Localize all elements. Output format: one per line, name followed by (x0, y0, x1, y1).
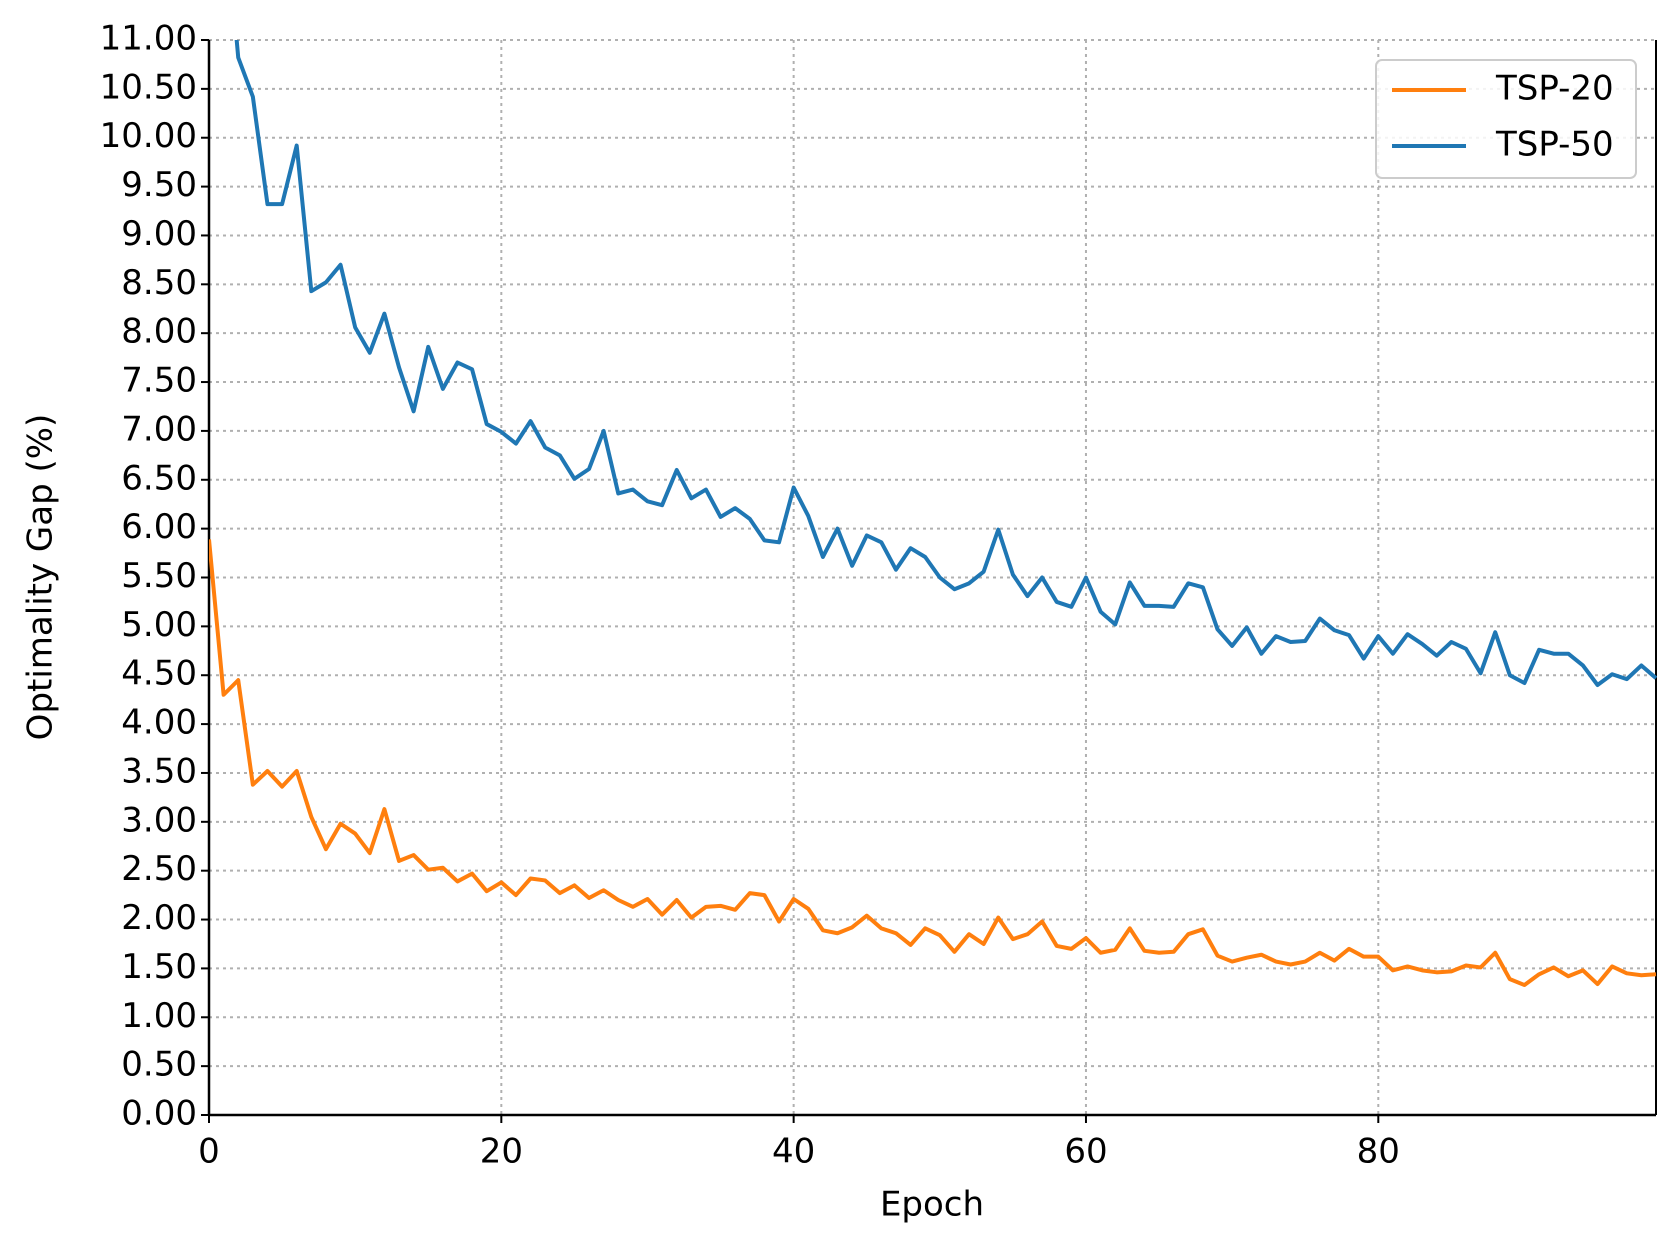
x-tick-label: 40 (772, 1132, 815, 1172)
y-tick-label: 8.50 (121, 263, 197, 303)
line-series (234, 40, 1657, 687)
x-tick-label: 0 (198, 1132, 220, 1172)
x-tick-label: 20 (480, 1132, 523, 1172)
y-tick-label: 6.00 (121, 507, 197, 547)
y-tick-label: 8.00 (121, 312, 197, 352)
y-tick-label: 9.50 (121, 165, 197, 205)
y-tick-label: 5.00 (121, 605, 197, 645)
y-tick-label: 10.00 (100, 116, 197, 156)
legend-label: TSP-50 (1495, 125, 1614, 165)
line-series (209, 539, 1657, 988)
y-tick-label: 1.50 (121, 947, 197, 987)
y-tick-label: 3.00 (121, 800, 197, 840)
y-tick-label: 6.50 (121, 458, 197, 498)
y-tick-label: 11.00 (100, 19, 197, 59)
x-axis-title: Epoch (880, 1185, 984, 1225)
y-tick-label: 0.50 (121, 1045, 197, 1085)
y-tick-label: 9.00 (121, 214, 197, 254)
y-tick-label: 4.50 (121, 654, 197, 694)
y-tick-label: 10.50 (100, 67, 197, 107)
y-tick-label: 5.50 (121, 556, 197, 596)
y-tick-label: 2.00 (121, 898, 197, 938)
legend-label: TSP-20 (1495, 69, 1614, 109)
y-tick-label: 2.50 (121, 849, 197, 889)
y-tick-label: 4.00 (121, 703, 197, 743)
y-tick-label: 0.00 (121, 1094, 197, 1134)
plot-area (209, 40, 1657, 988)
y-tick-label: 7.00 (121, 409, 197, 449)
y-tick-label: 1.00 (121, 996, 197, 1036)
y-tick-label: 3.50 (121, 751, 197, 791)
x-tick-label: 80 (1357, 1132, 1400, 1172)
y-axis-title: Optimality Gap (%) (21, 414, 61, 741)
y-tick-label: 7.50 (121, 361, 197, 401)
x-tick-label: 60 (1064, 1132, 1107, 1172)
